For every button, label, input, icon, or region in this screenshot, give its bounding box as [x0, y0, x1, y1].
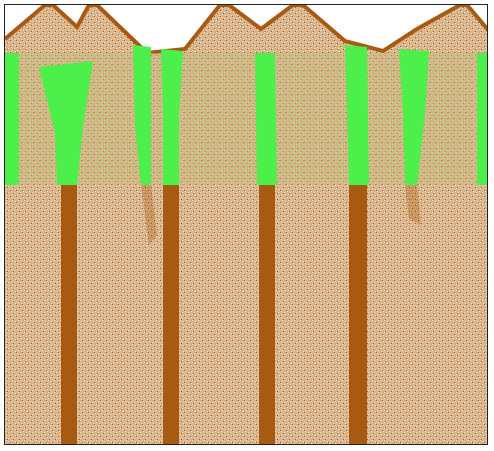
green-crown-3	[161, 49, 183, 185]
trunk-3	[259, 185, 275, 444]
green-crown-4	[255, 53, 277, 185]
cellular-automaton-canvas	[4, 4, 488, 445]
green-crown-1	[39, 61, 93, 185]
green-crown-5	[345, 45, 369, 185]
drip-streak-1	[141, 185, 157, 245]
trunk-1	[61, 185, 77, 444]
drip-streak-2	[405, 185, 421, 225]
trunk-2	[163, 185, 179, 444]
green-crown-2	[133, 45, 151, 185]
green-edge-right	[477, 53, 487, 185]
mountain-ridge	[5, 5, 487, 56]
green-crown-6	[399, 49, 429, 185]
automaton-pattern	[5, 5, 487, 444]
trunk-4	[349, 185, 367, 444]
green-edge-left	[5, 53, 19, 185]
